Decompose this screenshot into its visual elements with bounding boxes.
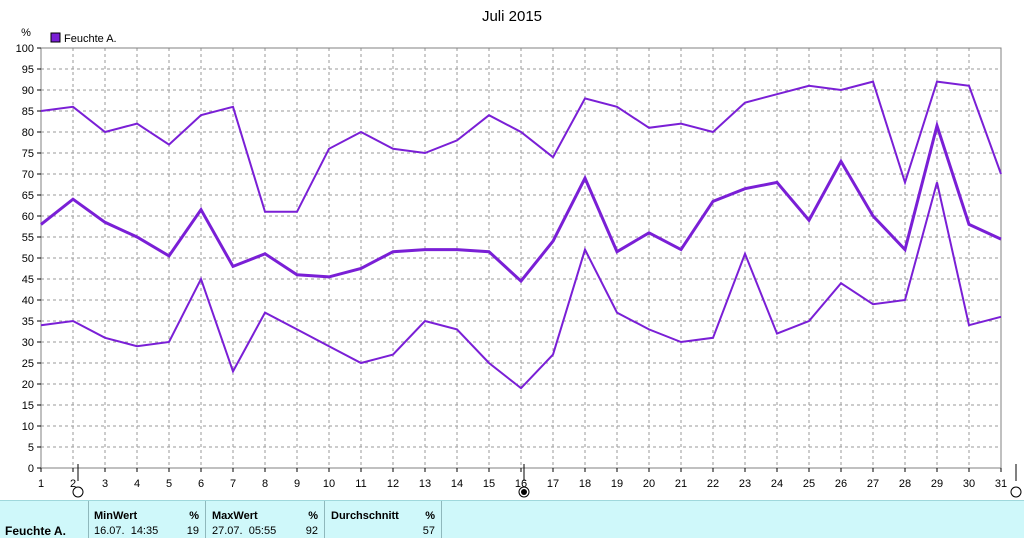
x-tick-label-21: 21: [675, 478, 687, 490]
y-tick-label-15: 15: [22, 400, 34, 412]
x-tick-label-11: 11: [355, 478, 366, 490]
x-tick-label-26: 26: [835, 478, 847, 490]
x-tick-label-22: 22: [707, 478, 719, 490]
x-tick-label-29: 29: [931, 478, 943, 490]
y-tick-label-25: 25: [22, 358, 34, 370]
series-line-max: [40, 80, 1002, 213]
series-lines: [40, 80, 1002, 390]
y-tick-label-20: 20: [22, 379, 34, 391]
x-tick-label-13: 13: [419, 478, 431, 490]
stats-min-cell: MinWert % 16.07. 14:35 19: [89, 501, 206, 538]
y-axis-unit: %: [21, 27, 31, 39]
x-tick-label-31: 31: [995, 478, 1007, 490]
x-tick-label-8: 8: [262, 478, 268, 490]
x-tick-label-5: 5: [166, 478, 172, 490]
x-tick-label-19: 19: [611, 478, 623, 490]
x-tick-label-28: 28: [899, 478, 911, 490]
x-tick-label-30: 30: [963, 478, 975, 490]
x-tick-label-7: 7: [230, 478, 236, 490]
stats-avg-unit: %: [425, 510, 435, 522]
stats-avg-cell: Durchschnitt % 57: [325, 501, 442, 538]
x-tick-label-3: 3: [102, 478, 108, 490]
x-tick-label-18: 18: [579, 478, 591, 490]
y-tick-label-95: 95: [22, 64, 34, 76]
x-tick-label-24: 24: [771, 478, 783, 490]
y-tick-label-30: 30: [22, 337, 34, 349]
x-tick-label-14: 14: [451, 478, 463, 490]
marker-circle-day-31: [1010, 486, 1022, 498]
y-tick-label-45: 45: [22, 274, 34, 286]
x-tick-label-25: 25: [803, 478, 815, 490]
x-tick-label-20: 20: [643, 478, 655, 490]
x-tick-label-9: 9: [294, 478, 300, 490]
marker-circle-day-2: [72, 486, 84, 498]
x-tick-label-10: 10: [323, 478, 335, 490]
marker-dot-day-16: [521, 489, 527, 495]
x-tick-label-4: 4: [134, 478, 140, 490]
y-tick-label-50: 50: [22, 253, 34, 265]
day-markers: [72, 464, 1022, 498]
legend-label: Feuchte A.: [64, 33, 117, 45]
stats-max-label: MaxWert: [212, 510, 258, 522]
stats-max-cell: MaxWert % 27.07. 05:55 92: [206, 501, 325, 538]
stats-max-unit: %: [308, 510, 318, 522]
y-tick-label-60: 60: [22, 211, 34, 223]
stats-min-unit: %: [189, 510, 199, 522]
series-line-avg: [40, 120, 1002, 284]
y-tick-label-40: 40: [22, 295, 34, 307]
y-tick-label-85: 85: [22, 106, 34, 118]
stats-series-name: Feuchte A.: [5, 524, 66, 538]
stats-series-cell: Feuchte A.: [0, 501, 89, 538]
y-tick-label-55: 55: [22, 232, 34, 244]
y-tick-label-90: 90: [22, 85, 34, 97]
y-axis: 0 5 10 15 20 25 30 35 40 45 50 55 60 65 70 75 80 85 90 95 10…: [16, 43, 41, 475]
x-tick-label-6: 6: [198, 478, 204, 490]
y-tick-label-75: 75: [22, 148, 34, 160]
x-tick-label-23: 23: [739, 478, 751, 490]
x-tick-label-12: 12: [387, 478, 399, 490]
stats-min-time: 16.07. 14:35: [94, 525, 159, 537]
statistics-bar: Feuchte A. MinWert % 16.07. 14:35 19 Max…: [0, 500, 1024, 538]
stats-max-value: 92: [305, 525, 318, 537]
y-tick-label-80: 80: [22, 127, 34, 139]
stats-min-value: 19: [186, 525, 199, 537]
y-tick-label-0: 0: [28, 463, 34, 475]
grid: [41, 48, 1001, 468]
stats-avg-value: 57: [422, 525, 435, 537]
chart-title: Juli 2015: [482, 8, 542, 25]
humidity-chart: Juli 2015 % Feuchte A. 05101520253035404…: [16, 8, 1022, 498]
legend-swatch: [50, 32, 61, 43]
x-tick-label-15: 15: [483, 478, 495, 490]
x-tick-label-2: 2: [70, 478, 76, 490]
x-tick-label-27: 27: [867, 478, 879, 490]
y-tick-label-70: 70: [22, 169, 34, 181]
y-tick-label-5: 5: [28, 442, 34, 454]
y-tick-label-10: 10: [22, 421, 34, 433]
stats-avg-label: Durchschnitt: [331, 510, 399, 522]
series-line-min: [40, 182, 1002, 390]
x-tick-label-1: 1: [38, 478, 44, 490]
stats-min-label: MinWert: [94, 510, 138, 522]
y-tick-label-100: 100: [16, 43, 34, 55]
y-tick-label-35: 35: [22, 316, 34, 328]
stats-max-time: 27.07. 05:55: [212, 525, 277, 537]
y-tick-label-65: 65: [22, 190, 34, 202]
x-tick-label-17: 17: [547, 478, 559, 490]
